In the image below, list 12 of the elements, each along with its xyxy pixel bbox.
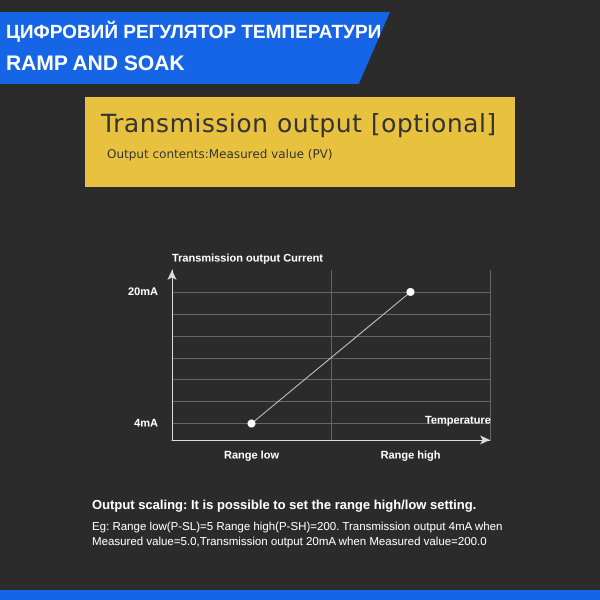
y-tick-label: 4mA [134, 418, 158, 430]
text: RAMP AND SOAK [6, 52, 185, 76]
chart-title: Transmission output [optional] [101, 109, 497, 138]
text: ЦИФРОВИЙ РЕГУЛЯТОР ТЕМПЕРАТУРИ [6, 22, 382, 44]
chart-subtitle: Output contents:Measured value (PV) [107, 147, 333, 161]
text: Output scaling: It is possible to set the range high/low setting. [92, 497, 476, 512]
text: Eg: Range low(P-SL)=5 Range high(P-SH)=200. Transmission output 4mA when Measured value=5.0,Transmission output 20mA when Measured value=200.0 [92, 520, 504, 550]
x-tick-label: Range low [224, 450, 280, 462]
x-tick-label: Range high [380, 450, 441, 462]
y-axis-title: Transmission output Current [172, 252, 324, 264]
y-tick-label: 20mA [128, 286, 158, 298]
x-axis-title: Temperature [425, 414, 491, 426]
